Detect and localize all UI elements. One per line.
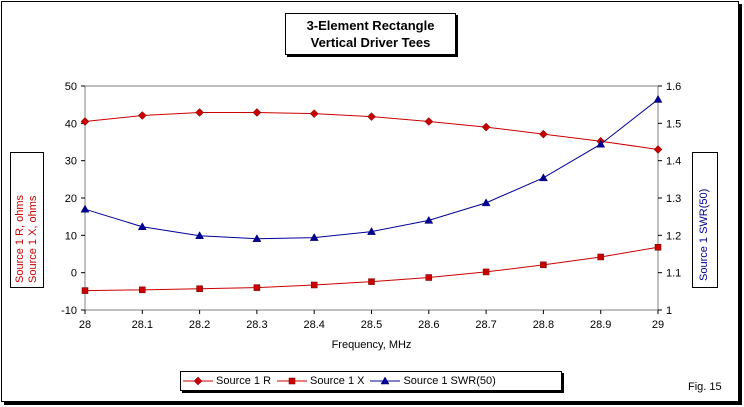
data-point-r — [481, 122, 491, 132]
chart-title-line2: Vertical Driver Tees — [310, 35, 431, 50]
data-point-r — [137, 111, 147, 120]
y-left-tick-label: 0 — [71, 268, 77, 280]
data-point-swr — [195, 231, 205, 239]
y-axis-right-label: Source 1 SWR(50) — [698, 188, 710, 281]
x-tick-label: 28.8 — [533, 319, 554, 331]
data-point-r — [309, 109, 319, 118]
data-point-r — [653, 145, 663, 154]
y-axis-right-label-box: Source 1 SWR(50) — [692, 152, 718, 288]
data-point-swr — [481, 198, 491, 207]
x-axis-label: Frequency, MHz — [332, 339, 412, 351]
x-tick-label: 28.2 — [189, 319, 210, 331]
data-point-r — [80, 117, 90, 126]
chart-title-line1: 3-Element Rectangle — [306, 18, 435, 33]
data-point-x — [540, 261, 547, 269]
x-tick-label: 28 — [79, 319, 91, 331]
data-point-swr — [596, 139, 606, 148]
y-axis-left-label-line1: Source 1 R, ohms — [14, 194, 26, 283]
y-right-tick-label: 1.6 — [666, 81, 681, 93]
y-left-tick-label: 50 — [65, 81, 77, 93]
y-right-tick-label: 1.3 — [666, 193, 681, 205]
data-point-swr — [252, 234, 262, 242]
data-point-x — [482, 268, 490, 276]
data-point-swr — [80, 204, 90, 213]
data-point-x — [425, 274, 433, 281]
x-tick-label: 28.7 — [475, 319, 496, 331]
y-left-tick-label: 40 — [65, 118, 77, 130]
y-right-tick-label: 1 — [666, 305, 672, 317]
y-right-tick-label: 1.5 — [666, 118, 681, 130]
legend-label-swr: Source 1 SWR(50) — [403, 375, 496, 387]
square-marker-icon — [277, 377, 308, 385]
diamond-marker-icon — [183, 376, 213, 386]
x-tick-label: 28.9 — [590, 319, 611, 331]
chart-frame — [1, 1, 739, 402]
data-point-x — [597, 253, 604, 261]
data-point-x — [253, 284, 261, 291]
y-right-tick-label: 1.4 — [666, 156, 681, 168]
data-point-r — [367, 112, 376, 121]
chart-title-box: 3-Element Rectangle Vertical Driver Tees — [285, 13, 456, 55]
data-point-r — [195, 108, 204, 117]
data-point-swr — [653, 94, 663, 103]
data-point-x — [196, 285, 203, 292]
data-point-x — [81, 287, 89, 294]
y-left-tick-label: -10 — [61, 305, 77, 317]
legend-label-x: Source 1 X — [310, 375, 365, 387]
data-point-swr — [309, 233, 319, 241]
data-point-swr — [137, 222, 147, 230]
data-point-r — [252, 108, 262, 117]
y-left-tick-label: 30 — [65, 156, 77, 168]
data-point-r — [539, 129, 548, 139]
triangle-marker-icon — [370, 376, 401, 385]
x-tick-label: 28.5 — [361, 319, 382, 331]
y-axis-left-label-box: Source 1 R, ohms Source 1 X, ohms — [10, 152, 44, 288]
data-point-x — [310, 281, 318, 289]
y-left-tick-label: 20 — [65, 193, 77, 205]
legend-item-r: Source 1 R — [183, 375, 271, 387]
x-tick-label: 28.6 — [418, 319, 439, 331]
figure-label: Fig. 15 — [688, 381, 722, 393]
legend-label-r: Source 1 R — [216, 375, 272, 387]
data-point-x — [368, 278, 375, 285]
y-axis-left-label-line2: Source 1 X, ohms — [27, 195, 39, 283]
data-point-x — [654, 244, 662, 251]
data-point-r — [424, 117, 434, 126]
legend-item-x: Source 1 X — [277, 375, 364, 387]
y-right-tick-label: 1.1 — [666, 268, 681, 280]
data-point-x — [139, 286, 146, 294]
y-right-tick-label: 1.2 — [666, 230, 681, 242]
data-point-swr — [424, 215, 434, 224]
y-left-tick-label: 10 — [65, 230, 77, 242]
legend: Source 1 R Source 1 X Source 1 SWR(50) — [180, 371, 562, 391]
data-point-swr — [367, 227, 376, 235]
x-tick-label: 29 — [652, 319, 664, 331]
x-tick-label: 28.4 — [303, 319, 324, 331]
x-tick-label: 28.1 — [132, 319, 153, 331]
data-point-swr — [538, 173, 548, 182]
legend-item-swr: Source 1 SWR(50) — [370, 375, 496, 387]
x-tick-label: 28.3 — [246, 319, 267, 331]
